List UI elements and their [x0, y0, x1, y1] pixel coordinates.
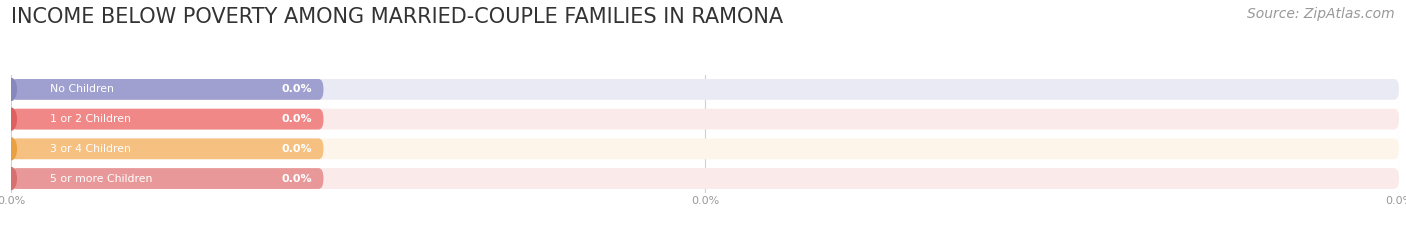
Text: Source: ZipAtlas.com: Source: ZipAtlas.com	[1247, 7, 1395, 21]
FancyBboxPatch shape	[11, 138, 323, 159]
FancyBboxPatch shape	[11, 168, 323, 189]
FancyBboxPatch shape	[11, 168, 1399, 189]
FancyBboxPatch shape	[11, 109, 1399, 130]
Text: 5 or more Children: 5 or more Children	[51, 174, 152, 184]
Text: 3 or 4 Children: 3 or 4 Children	[51, 144, 131, 154]
Text: 0.0%: 0.0%	[281, 114, 312, 124]
Circle shape	[6, 108, 17, 130]
Text: 1 or 2 Children: 1 or 2 Children	[51, 114, 131, 124]
Circle shape	[6, 168, 17, 189]
Text: 0.0%: 0.0%	[281, 174, 312, 184]
Text: No Children: No Children	[51, 84, 114, 94]
FancyBboxPatch shape	[11, 79, 1399, 100]
Text: 0.0%: 0.0%	[281, 144, 312, 154]
Circle shape	[6, 79, 17, 100]
FancyBboxPatch shape	[11, 79, 323, 100]
Text: INCOME BELOW POVERTY AMONG MARRIED-COUPLE FAMILIES IN RAMONA: INCOME BELOW POVERTY AMONG MARRIED-COUPL…	[11, 7, 783, 27]
Text: 0.0%: 0.0%	[281, 84, 312, 94]
Circle shape	[6, 138, 17, 160]
FancyBboxPatch shape	[11, 109, 323, 130]
FancyBboxPatch shape	[11, 138, 1399, 159]
